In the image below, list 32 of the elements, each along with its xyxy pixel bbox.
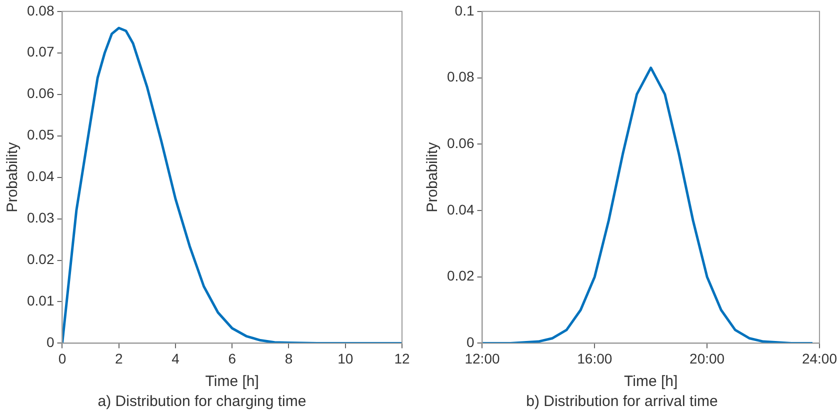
y-tick-label: 0.01: [27, 292, 54, 309]
y-tick-label: 0.05: [27, 126, 54, 143]
y-tick-label: 0.03: [27, 210, 54, 226]
y-tick-label: 0.04: [27, 168, 54, 184]
y-tick-label: 0.04: [447, 201, 474, 218]
y-tick-label: 0.02: [27, 251, 54, 268]
text: b) Distribution for arrival time: [526, 393, 718, 410]
x-tick-label: 0: [58, 350, 66, 366]
y-tick-label: 0.08: [447, 68, 474, 85]
y-tick-label: 0: [46, 334, 54, 350]
y-tick-label: 0: [466, 334, 474, 350]
x-tick-label: 12:00: [464, 350, 500, 366]
x-tick-label: 8: [284, 350, 293, 366]
x-axis-title: Time [h]: [624, 373, 678, 390]
x-tick-label: 12: [394, 350, 410, 366]
x-axis-title: Time [h]: [205, 373, 259, 390]
x-tick-label: 6: [228, 350, 236, 366]
x-tick-label: 4: [172, 350, 180, 366]
y-axis-title: Probability: [4, 142, 22, 212]
x-tick-label: 20:00: [690, 350, 725, 366]
y-tick-label: 0.08: [27, 2, 54, 18]
x-tick-label: 16:00: [577, 350, 612, 366]
x-tick-label: 2: [114, 350, 123, 366]
x-tick-label: 10: [338, 350, 354, 366]
y-tick-label: 0.06: [27, 85, 54, 102]
y-tick-label: 0.07: [27, 44, 54, 60]
y-axis-title: Probability: [424, 142, 442, 212]
text: a) Distribution for charging time: [98, 393, 306, 410]
y-tick-label: 0.1: [454, 2, 474, 18]
x-tick-label: 24:00: [802, 350, 838, 366]
y-tick-label: 0.06: [447, 134, 474, 151]
y-tick-label: 0.02: [447, 268, 474, 284]
